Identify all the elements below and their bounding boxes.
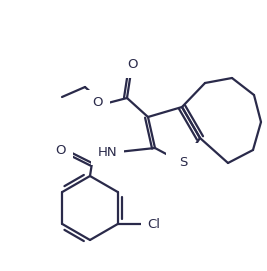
Text: O: O xyxy=(56,144,66,157)
Text: Cl: Cl xyxy=(148,218,161,231)
Text: S: S xyxy=(179,156,187,169)
Text: HN: HN xyxy=(97,146,117,159)
Text: O: O xyxy=(127,58,137,71)
Text: O: O xyxy=(92,96,103,109)
